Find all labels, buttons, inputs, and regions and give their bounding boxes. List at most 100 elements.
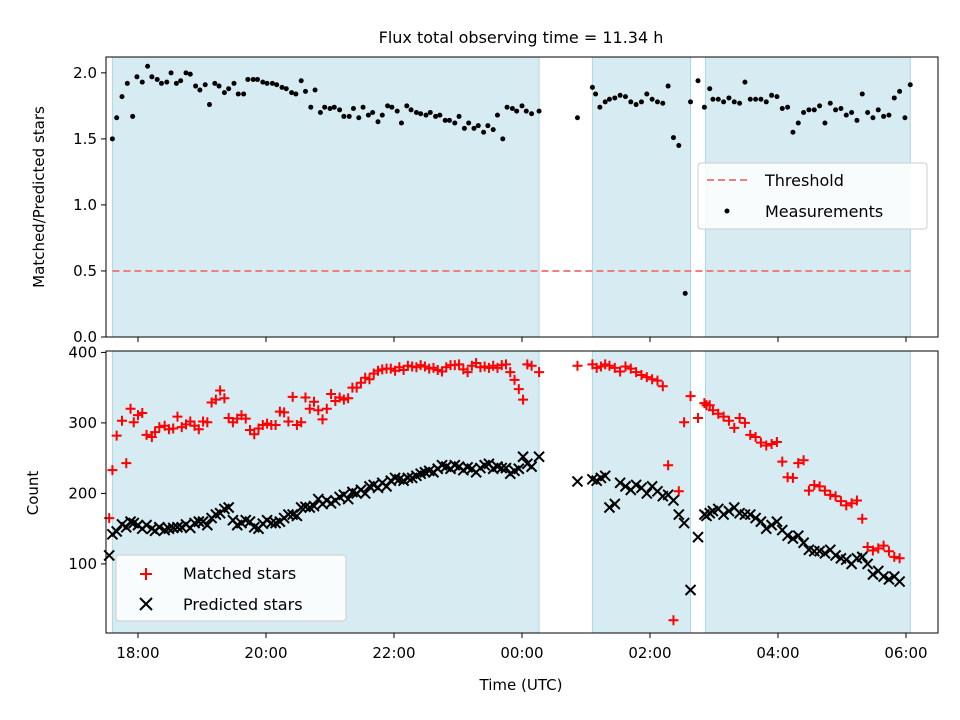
top-y-axis: 0.0 0.5 1.0 1.5 2.0 [73,64,106,346]
matched-star-point [283,416,294,427]
matched-star-point [825,489,836,500]
bottom-y-tick-label: 200 [68,484,97,502]
top-panel: 0.00.51.01.52.0 Matched/Predicted stars … [30,56,939,346]
predicted-star-point [877,570,890,583]
measurement-point [154,76,160,82]
x-tick-label: 04:00 [756,644,799,662]
predicted-star-point [744,508,756,521]
matched-star-point [125,403,136,414]
predicted-star-point [110,525,123,538]
measurement-point [644,91,650,97]
measurement-point [833,107,839,113]
measurement-point [628,99,634,105]
top-y-tick-label: 1.5 [73,130,97,148]
measurement-point [139,79,145,85]
measurement-point [838,106,844,112]
matched-star-point [631,367,642,378]
matched-star-point [867,545,878,556]
predicted-star-point [517,451,529,463]
x-axis-label: Time (UTC) [479,676,563,694]
predicted-star-point [673,508,685,521]
measurement-point [897,88,903,94]
matched-star-point [851,495,862,506]
top-y-tick-label: 2.0 [73,64,97,82]
matched-star-point [883,546,894,557]
bottom-shaded-interval [704,350,911,634]
measurement-point [779,106,785,112]
measurement-point [494,112,500,118]
matched-star-point [857,513,868,524]
measurement-point [854,117,860,123]
measurement-point [124,80,130,86]
predicted-star-point [201,519,214,531]
measurement-point [206,102,212,108]
measurement-point [346,113,352,119]
measurement-point [715,96,721,102]
matched-star-point [750,432,761,443]
matched-star-point [526,360,537,371]
matched-star-point [343,393,354,404]
measurement-point [612,95,618,101]
measurement-point [504,104,510,110]
matched-star-point [137,408,148,419]
measurement-point [859,91,865,97]
predicted-star-point [771,515,783,528]
measurement-point [202,82,208,88]
predicted-star-point [571,475,584,488]
bottom-legend-box [115,554,347,622]
measurement-point [707,86,713,92]
measurement-point [843,112,849,118]
matched-star-point [718,411,729,422]
predicted-star-point [513,463,525,475]
predicted-star-point [603,501,616,514]
measurement-point [235,91,241,97]
top-y-tick-label: 0.0 [73,328,97,346]
matched-star-point [761,440,772,451]
measurement-point [654,99,660,105]
predicted-star-point [295,501,307,514]
measurement-point [385,103,391,109]
matched-star-point [641,372,652,383]
matched-star-point [501,359,511,370]
measurement-point [145,63,151,69]
measurement-point [279,84,285,90]
matched-star-point [168,423,179,434]
measurement-point [763,99,769,105]
measurement-point [404,103,410,109]
matched-star-point [699,398,710,409]
measurement-point [241,91,247,97]
matched-star-point [809,479,820,490]
measurement-point [269,80,275,86]
measurement-point [500,136,506,142]
predicted-star-point [140,519,153,531]
matched-star-point [652,375,663,386]
predicted-star-point [893,575,906,588]
matched-star-point [707,405,718,416]
measurement-point [902,115,908,121]
measurement-point [119,94,125,100]
measurement-point [260,79,266,85]
measurement-point [317,109,323,115]
predicted-star-point [765,519,778,531]
measurement-point [602,99,608,105]
measurement-point [264,80,270,86]
measurement-point [408,107,414,113]
matched-star-point [620,361,631,372]
measurement-point [312,87,318,93]
predicted-star-point [609,498,621,510]
measurement-point [394,108,400,114]
predicted-star-point [619,480,632,493]
matched-star-point [304,403,315,414]
measurement-point [726,95,732,101]
measurement-point [742,79,748,85]
matched-star-point [210,394,221,405]
measurement-point [769,92,775,98]
bottom-y-axis-label: Count [24,471,42,516]
predicted-star-point [856,551,868,563]
predicted-stars-points [104,451,906,596]
matched-star-point [141,429,152,440]
measurement-point [446,117,452,123]
matched-star-point [766,439,777,450]
measurement-point [682,290,688,296]
